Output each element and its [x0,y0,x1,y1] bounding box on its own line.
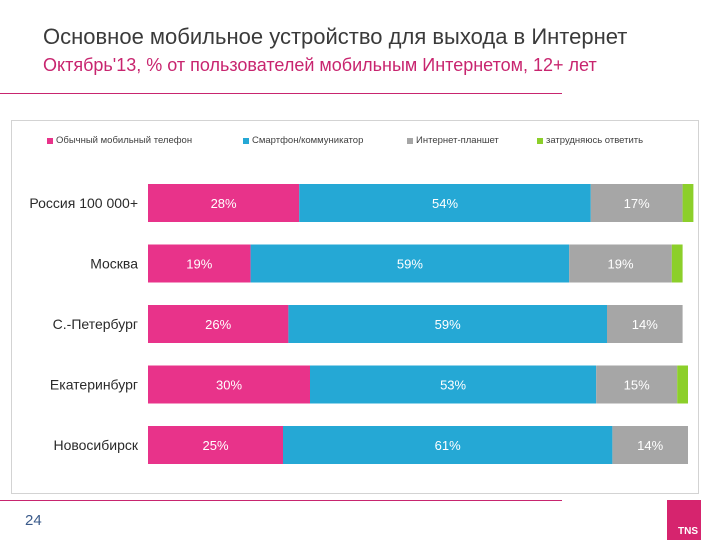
bar-segment [250,244,570,283]
logo-text: TNS [678,526,698,537]
bar-segment [283,426,613,464]
legend-swatch-icon [407,137,413,144]
category-label: Россия 100 000+ [29,195,138,211]
bar-segment [148,244,251,283]
legend-label: Смартфон/коммуникатор [252,135,364,146]
bar-segment [310,365,597,404]
bar-segment [148,184,300,222]
bar-segment [612,426,688,464]
legend-swatch-icon [243,137,249,144]
legend-item-regular-phone: Обычный мобильный телефон [47,135,192,146]
bar-segment [288,305,607,343]
data-label: 25% [202,438,228,453]
bar-segment [148,426,283,464]
tns-logo: TNS [667,500,701,540]
bar-segment [596,365,678,404]
bar-segment [299,184,591,222]
data-label: 19% [607,257,633,272]
bar-segment [671,244,683,283]
chart-frame [11,120,699,494]
page-title: Основное мобильное устройство для выхода… [43,24,628,49]
top-divider [0,93,562,94]
category-label: Новосибирск [53,437,138,453]
chart-legend: Обычный мобильный телефон Смартфон/комму… [47,135,687,149]
data-label: 14% [632,317,658,332]
legend-label: Интернет-планшет [416,135,499,146]
data-label: 53% [440,378,466,393]
data-label: 14% [637,438,663,453]
bar-segment [677,365,688,404]
page-number: 24 [25,512,42,529]
category-label: Москва [90,256,138,272]
bar-segment [569,244,672,283]
legend-swatch-icon [537,137,543,144]
page-subtitle: Октябрь'13, % от пользователей мобильным… [43,55,597,75]
bar-segment [607,305,683,343]
data-label: 54% [432,196,458,211]
data-label: 19% [186,257,212,272]
legend-swatch-icon [47,137,53,144]
legend-item-hard-to-say: затрудняюсь ответить [537,135,643,146]
data-label: 15% [624,378,650,393]
data-label: 17% [624,196,650,211]
bar-segment [682,184,694,222]
category-label: С.-Петербург [53,316,138,332]
bar-segment [148,365,310,404]
data-label: 30% [216,378,242,393]
bar-segment [148,305,289,343]
bottom-divider [0,500,562,501]
data-label: 26% [205,317,231,332]
legend-label: Обычный мобильный телефон [56,135,193,146]
legend-label: затрудняюсь ответить [546,135,644,146]
data-label: 28% [211,196,237,211]
data-label: 59% [435,317,461,332]
category-label: Екатеринбург [50,377,138,393]
bar-segment [590,184,683,222]
data-label: 61% [435,438,461,453]
legend-item-smartphone: Смартфон/коммуникатор [243,135,363,146]
data-label: 59% [397,257,423,272]
legend-item-tablet: Интернет-планшет [407,135,499,146]
